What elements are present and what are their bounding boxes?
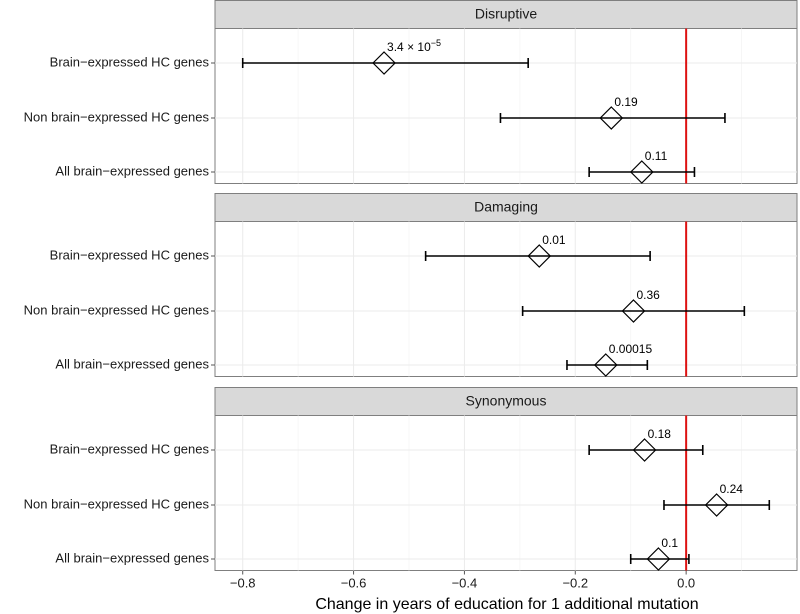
row-label: All brain−expressed genes [55, 356, 209, 371]
x-axis: −0.8 −0.6 −0.4 −0.2 0.0 [230, 570, 695, 591]
point-estimate-diamond [646, 547, 671, 571]
p-value-label: 0.36 [636, 288, 660, 302]
strip-title: Synonymous [466, 393, 547, 409]
p-value-label: 0.1 [661, 536, 678, 550]
p-value-label: 0.11 [645, 149, 668, 163]
x-tick-label: −0.8 [230, 576, 256, 591]
p-value-text: 0.24 [720, 482, 744, 496]
row-label: Brain−expressed HC genes [50, 441, 210, 456]
p-value-label: 0.19 [614, 95, 638, 109]
strip-background [214, 387, 798, 416]
panel-background [214, 221, 798, 377]
p-value-label: 0.18 [648, 427, 672, 441]
p-value-text: 0.18 [648, 427, 672, 441]
x-tick-label: −0.4 [452, 576, 478, 591]
p-value-label: 0.24 [720, 482, 744, 496]
p-value-label: 0.00015 [609, 342, 653, 356]
point-estimate-diamond [629, 160, 654, 184]
p-value-text: 0.00015 [609, 342, 653, 356]
p-value-text: 0.1 [661, 536, 678, 550]
strip-title: Disruptive [475, 6, 537, 22]
row-label: Non brain−expressed HC genes [24, 109, 210, 124]
panel-background [214, 415, 798, 571]
p-value-text: 0.19 [614, 95, 638, 109]
row-label: Non brain−expressed HC genes [24, 496, 210, 511]
x-axis-title: Change in years of education for 1 addit… [315, 596, 698, 613]
strip-background [214, 193, 798, 222]
strip-title: Damaging [474, 199, 538, 215]
x-tick-label: −0.2 [562, 576, 588, 591]
point-estimate-diamond [704, 493, 729, 517]
point-estimate-diamond [372, 51, 396, 75]
panel-disruptive: Disruptive Brain−expressed HC genes 3.4 × … [24, 0, 798, 184]
p-value-text: 0.01 [542, 233, 566, 247]
row-label: Brain−expressed HC genes [50, 54, 210, 69]
panel-synonymous: Synonymous Brain−expressed HC genes 0.18 No… [24, 387, 798, 571]
p-value-text: 0.11 [645, 149, 668, 163]
row-label: Brain−expressed HC genes [50, 247, 210, 262]
x-tick-label: −0.6 [341, 576, 367, 591]
p-value-text: 0.36 [636, 288, 660, 302]
row-label: All brain−expressed genes [55, 163, 209, 178]
point-estimate-diamond [593, 353, 618, 377]
strip-background [214, 0, 798, 29]
p-value-label: 0.01 [542, 233, 566, 247]
point-estimate-diamond [527, 244, 552, 268]
row-label: All brain−expressed genes [55, 550, 209, 565]
p-value-label: 3.4 × 10−5 [387, 38, 441, 54]
x-tick-label: 0.0 [677, 576, 695, 591]
point-estimate-diamond [621, 299, 646, 323]
panel-background [214, 28, 798, 184]
panels-layer: Disruptive Brain−expressed HC genes 3.4 × … [24, 0, 798, 571]
row-label: Non brain−expressed HC genes [24, 302, 210, 317]
panel-damaging: Damaging Brain−expressed HC genes 0.01 Non … [24, 193, 798, 377]
point-estimate-diamond [599, 106, 624, 130]
point-estimate-diamond [632, 438, 657, 462]
p-value-exponent: −5 [431, 38, 441, 48]
p-value-text: 3.4 × 10 [387, 40, 431, 54]
